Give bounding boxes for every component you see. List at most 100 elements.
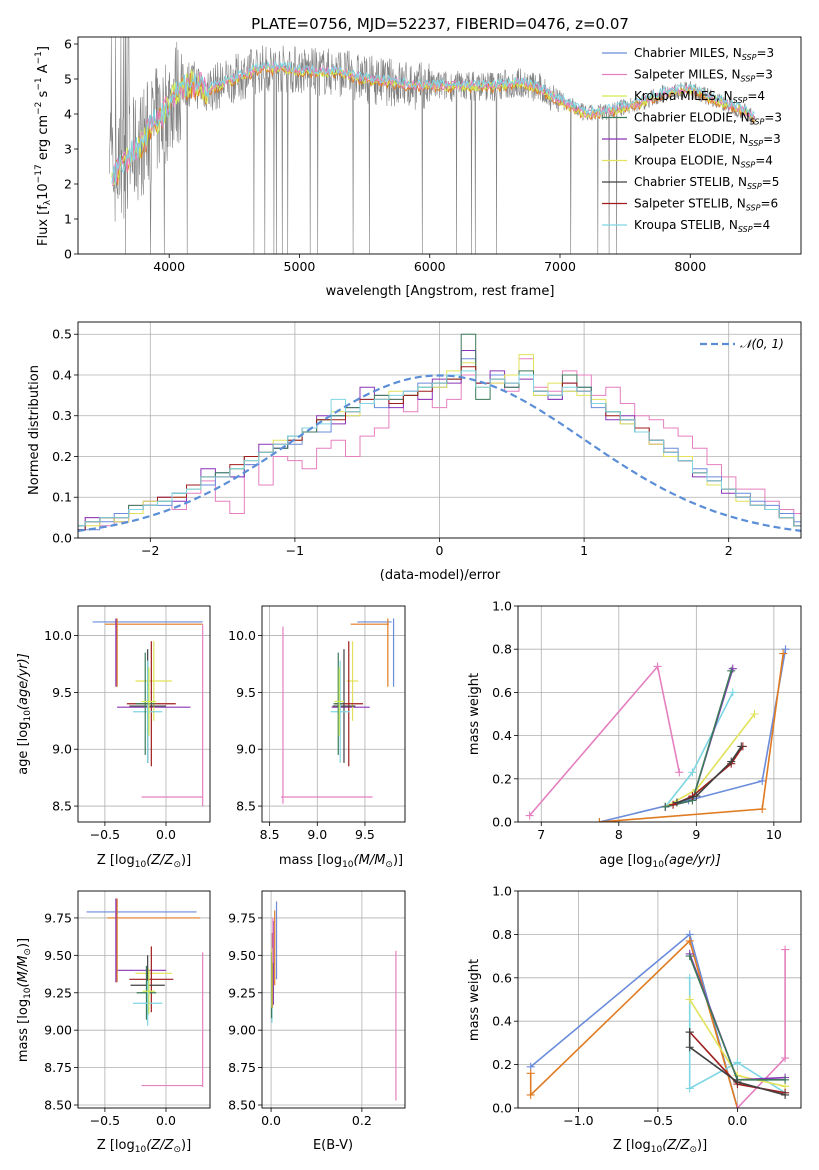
mass-weight-vs-metallicity-panel-x-label-part: )] [697, 1138, 707, 1153]
y-tick-label: 10.0 [44, 628, 72, 643]
y-tick-label: 1.0 [492, 884, 512, 899]
y-tick-label: 8.5 [52, 799, 72, 814]
residual-histogram-panel: −2 −1 0 1 2 0.0 0.1 0.2 0.3 0.4 0.5 [52, 321, 802, 558]
legend-label-nssp: =3 [756, 46, 774, 60]
plot-area [78, 322, 801, 538]
age-vs-metallicity-panel-x-label-part: 10 [135, 860, 147, 870]
mass-weight-marker [727, 666, 736, 675]
mass-weight-marker [750, 710, 759, 718]
mass-weight-marker [781, 945, 790, 954]
y-tick-label: 0.4 [492, 728, 512, 743]
y-tick-label: 8.75 [44, 1060, 72, 1075]
y-tick-label: 0.2 [492, 771, 512, 786]
y-tick-label: 0 [64, 247, 72, 262]
mass-vs-metallicity-panel-x-label: Z [log10(Z/Z⊙)] [97, 1138, 191, 1155]
x-tick-label: 5000 [284, 259, 316, 274]
histogram-x-label: (data-model)/error [380, 568, 501, 583]
age-vs-mass-panel-x-label-part: mass [log [279, 853, 342, 868]
mass-weight-line [599, 649, 787, 822]
model-spectrum-line [111, 61, 755, 184]
mass-weight-marker [672, 798, 681, 807]
y-tick-label: 0.3 [52, 408, 72, 423]
spectrum-y-label-part: ] [36, 46, 51, 51]
x-tick-label: −2 [141, 543, 159, 558]
x-tick-label: 8000 [674, 259, 706, 274]
legend-label-name: Chabrier ELODIE, N [634, 111, 750, 125]
spectrum-x-label-part: wavelength [Angstrom, rest frame] [326, 284, 555, 299]
spectrum-y-label-part: erg cm [36, 115, 51, 164]
plot-area [109, 37, 756, 254]
mass-vs-metallicity-panel-x-label-part: ⊙ [173, 1145, 181, 1155]
figure-title: PLATE=0756, MJD=52237, FIBERID=0476, z=0… [251, 15, 629, 33]
y-tick-label: 1 [64, 212, 72, 227]
legend-label-nssp: =3 [755, 68, 773, 82]
mass-weight-vs-age-panel-x-label-part: (age/yr)] [664, 853, 721, 868]
spectrum-panel: 4000 5000 6000 7000 8000 0 1 2 3 4 5 6 [64, 36, 802, 274]
plot-area [518, 891, 801, 1108]
mass-weight-vs-age-panel-x-label-part: 10 [652, 860, 664, 870]
y-tick-label: 0.0 [492, 1101, 512, 1116]
mass-weight-marker [779, 649, 788, 658]
mass-weight-marker [685, 995, 694, 1004]
y-tick-label: 9.00 [44, 1023, 72, 1038]
mass-weight-marker [688, 768, 697, 777]
axes-frame [77, 36, 802, 255]
mass-vs-metallicity-panel-y-label-part: (M/M [16, 956, 31, 988]
mass-vs-extinction-panel-x-label: E(B-V) [313, 1138, 353, 1153]
axes-frame [77, 321, 802, 539]
legend-label-sub: SSP [742, 53, 757, 62]
age-vs-metallicity-panel-x-label-part: Z [log [97, 853, 135, 868]
legend-label-name: Chabrier STELIB, N [634, 175, 747, 189]
legend-label: Chabrier MILES, NSSP=3 [634, 46, 774, 62]
x-tick-label: 8 [615, 827, 623, 842]
plot-area [78, 606, 210, 822]
spectrum-y-label: Flux [fλ10−17 erg cm−2 s−1 A−1] [34, 46, 53, 246]
y-tick-label: 8.50 [44, 1098, 72, 1113]
y-tick-label: 9.50 [228, 948, 256, 963]
spectrum-legend: Chabrier MILES, NSSP=3 Salpeter MILES, NS… [602, 46, 782, 234]
axes-frame [77, 890, 211, 1109]
spectrum-y-label-part: −2 [34, 102, 44, 115]
mass-vs-metallicity-panel-x-label-part: 10 [135, 1145, 147, 1155]
legend-label-sub: SSP [738, 225, 753, 234]
legend-label-name: Kroupa MILES, N [634, 89, 733, 103]
plot-area [518, 606, 801, 822]
age-vs-metallicity-panel-x-label: Z [log10(Z/Z⊙)] [97, 853, 191, 870]
mass-weight-marker [692, 792, 701, 801]
mass-weight-marker [733, 1077, 742, 1086]
legend-label: Kroupa MILES, NSSP=4 [634, 89, 765, 105]
y-tick-label: 0.8 [492, 927, 512, 942]
model-spectrum-line [111, 61, 755, 187]
y-tick-label: 8.75 [228, 1060, 256, 1075]
legend-label-nssp: =4 [755, 154, 773, 168]
legend-label: Kroupa ELODIE, NSSP=4 [634, 154, 773, 170]
mass-vs-metallicity-panel-y-label-part: )] [16, 938, 31, 948]
x-tick-label: 0.0 [156, 827, 176, 842]
spectrum-y-label-part: A [36, 64, 51, 77]
legend-label-sub: SSP [741, 161, 756, 170]
legend-label-name: Kroupa STELIB, N [634, 218, 738, 232]
legend-label-name: Salpeter ELODIE, N [634, 132, 748, 146]
mass-weight-vs-age-panel-x-label-part: age [log [599, 853, 652, 868]
y-tick-label: 0.4 [492, 1014, 512, 1029]
age-vs-metallicity-panel-x-label-part: ⊙ [173, 860, 181, 870]
legend-label: Salpeter MILES, NSSP=3 [634, 68, 773, 84]
mass-vs-metallicity-panel-y-label-part: 10 [23, 987, 33, 999]
legend-label: Chabrier STELIB, NSSP=5 [634, 175, 779, 191]
mass-weight-line [528, 664, 681, 817]
mass-weight-marker [526, 1069, 535, 1078]
y-tick-label: 5 [64, 72, 72, 87]
x-tick-label: 8.5 [260, 827, 280, 842]
mass-weight-marker [685, 1043, 694, 1052]
y-tick-label: 0.2 [52, 449, 72, 464]
x-tick-label: 2 [725, 543, 733, 558]
mass-weight-marker [758, 805, 767, 814]
legend-label: Kroupa STELIB, NSSP=4 [634, 218, 770, 234]
legend-label: Chabrier ELODIE, NSSP=3 [634, 111, 782, 127]
mass-weight-marker [525, 811, 534, 820]
mass-weight-marker [675, 768, 684, 777]
mass-weight-vs-age-panel: 7 8 9 10 0.0 0.2 0.4 0.6 0.8 1.0 [492, 599, 802, 842]
axes-frame [261, 605, 406, 823]
axes-frame [261, 890, 406, 1109]
